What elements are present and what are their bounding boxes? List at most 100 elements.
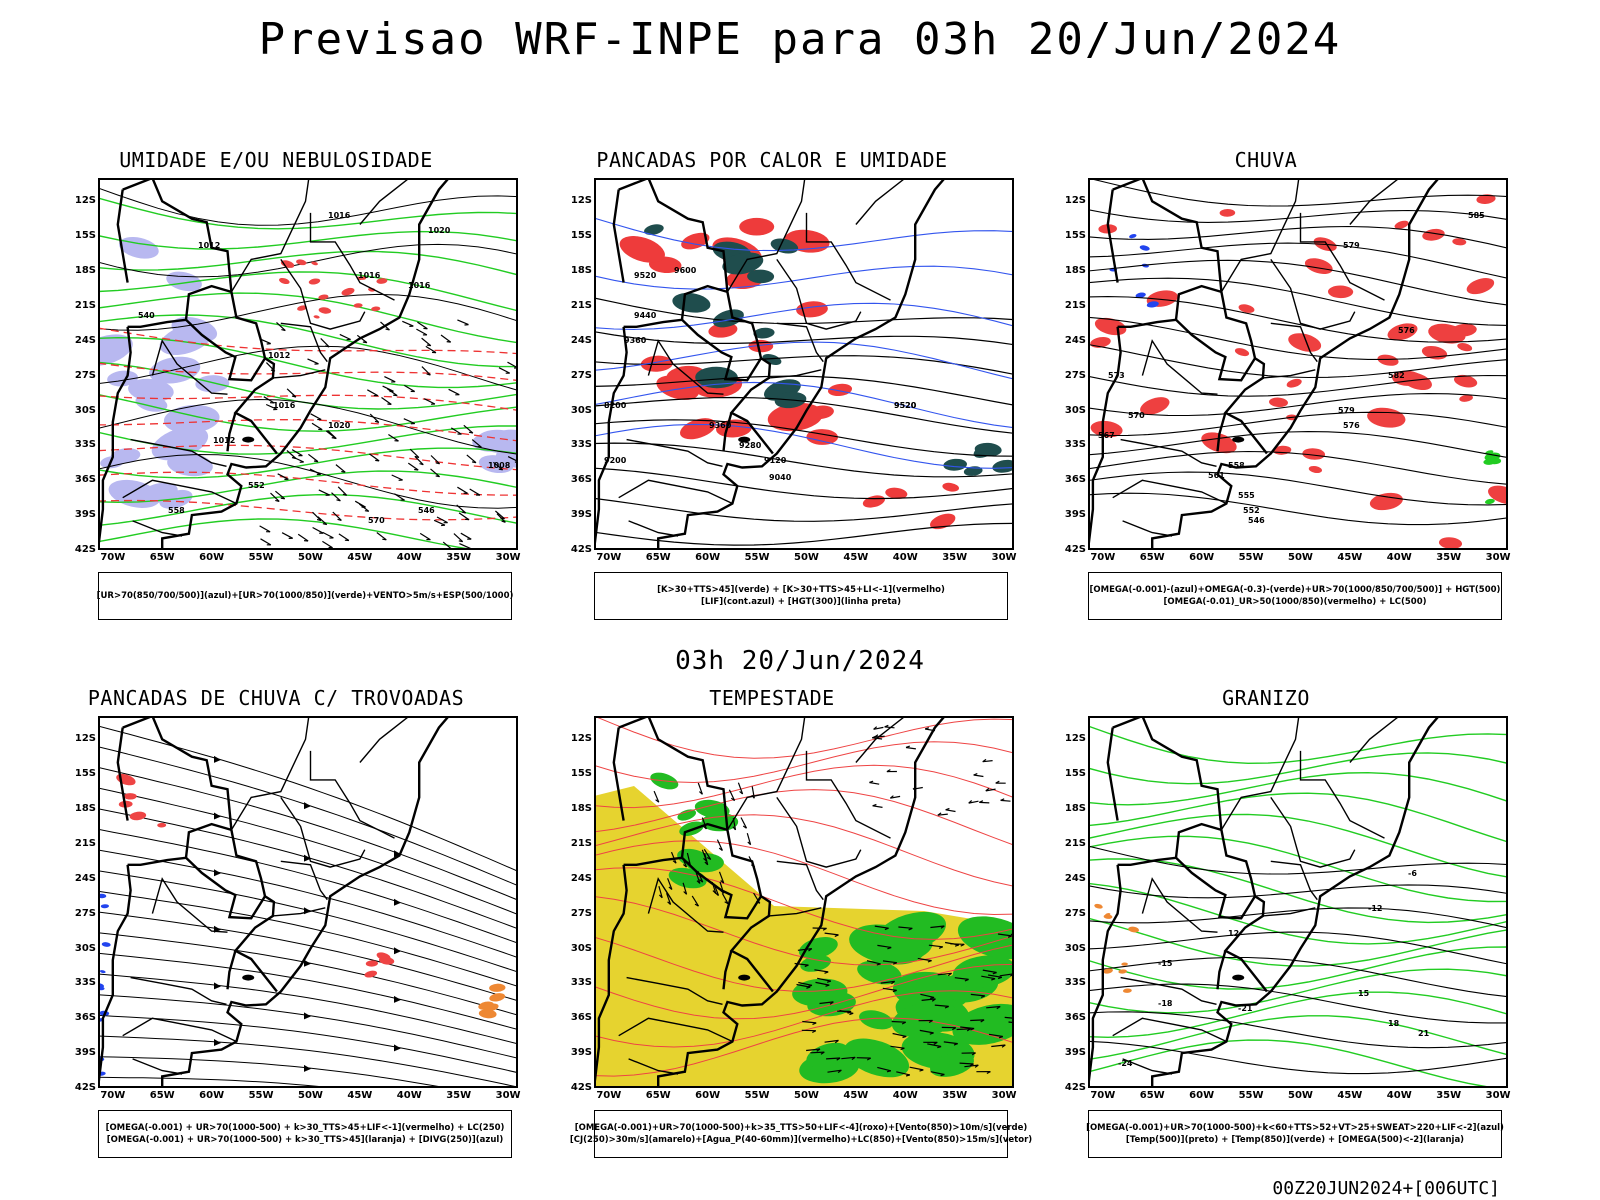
wind-vector-head: [886, 769, 891, 773]
longitude-tick-label: 50W: [1287, 1090, 1313, 1101]
shaded-area: [365, 960, 378, 967]
contour-line: [1088, 858, 1508, 924]
contour-label: 9360: [709, 421, 732, 430]
wind-vector-head: [364, 510, 369, 512]
contour-line: [1088, 884, 1508, 899]
wind-vector-head: [739, 790, 743, 795]
contour-label: 9520: [634, 271, 657, 280]
wind-vector-head: [826, 980, 832, 983]
wind-vector-head: [891, 980, 896, 985]
contour-line: [594, 467, 1014, 500]
wind-vector: [417, 321, 428, 330]
panel-pancadas-calor: PANCADAS POR CALOR E UMIDADE 12S 15S 18S 21S…: [552, 148, 1017, 638]
wind-vector-head: [884, 724, 889, 728]
latitude-tick-label: 12S: [74, 195, 96, 207]
wind-vector: [718, 871, 725, 884]
latitude-tick-label: 24S: [570, 872, 592, 884]
country-border: [594, 326, 628, 550]
shaded-area: [672, 292, 711, 313]
wind-vector: [930, 1071, 945, 1076]
country-border: [612, 189, 625, 283]
wind-vector-head: [435, 462, 440, 465]
contour-label: 1016: [328, 211, 351, 220]
wind-vector-head: [968, 800, 973, 804]
contour-label: 9040: [769, 473, 792, 482]
contour-label: 555: [1238, 491, 1255, 500]
latitude-tick-label: 15S: [74, 230, 96, 242]
wind-vector-head: [900, 1047, 905, 1051]
wind-vector: [798, 981, 813, 986]
contour-line: [594, 423, 1014, 469]
latitude-tick-label: 12S: [570, 195, 592, 207]
wind-vector: [407, 462, 419, 471]
contour-line: [1088, 296, 1508, 343]
shaded-area: [844, 1038, 910, 1078]
longitude-tick-label: 55W: [744, 1090, 770, 1101]
country-border: [1117, 856, 1177, 866]
latitude-tick-label: 33S: [570, 977, 592, 989]
shaded-area: [1438, 537, 1463, 549]
wind-vector: [416, 328, 428, 336]
longitude-tick-label: 55W: [248, 1090, 274, 1101]
shaded-area: [1135, 292, 1146, 298]
state-border: [1299, 212, 1385, 301]
contour-line: [98, 419, 518, 442]
wind-vector-head: [667, 901, 672, 905]
longitude-tick-label: 65W: [149, 552, 175, 563]
latitude-tick-label: 15S: [74, 768, 96, 780]
shaded-area: [1128, 926, 1140, 933]
latitude-tick-label: 21S: [1064, 837, 1086, 849]
wind-vector: [388, 433, 399, 442]
wind-vector-head: [971, 1052, 976, 1056]
country-border: [1174, 284, 1222, 320]
state-border: [1122, 1058, 1173, 1075]
wind-vector-head: [992, 971, 997, 975]
state-border: [628, 520, 679, 537]
wind-vector-head: [937, 812, 942, 816]
wind-vector: [920, 993, 935, 998]
wind-vector: [276, 321, 286, 332]
contour-label: 9520: [894, 401, 917, 410]
wind-vector-head: [944, 1005, 949, 1009]
country-border: [98, 326, 132, 550]
wind-vector-head: [385, 328, 390, 331]
latitude-tick-label: 30S: [570, 404, 592, 416]
contour-label: 570: [1128, 411, 1145, 420]
wind-vector-head: [876, 963, 881, 966]
wind-vector: [959, 1062, 974, 1065]
state-border: [626, 438, 723, 467]
wind-vector: [737, 782, 744, 795]
contour-label: 585: [1468, 211, 1485, 220]
shaded-area: [476, 429, 518, 454]
wind-vector: [810, 1051, 825, 1054]
contour-line: [98, 393, 518, 432]
wind-vector-head: [342, 493, 347, 496]
panel-legend: [OMEGA(-0.001)+UR>70(1000-500)+k<60+TTS>…: [1086, 1110, 1504, 1158]
contour-line: [594, 381, 1014, 429]
wind-vector: [985, 788, 996, 792]
shaded-area: [1118, 969, 1127, 974]
shaded-area: [1234, 348, 1250, 357]
wind-vector: [403, 418, 416, 425]
streamline: [98, 1076, 339, 1088]
wind-vector-head: [742, 825, 747, 829]
longitude-tick-label: 35W: [942, 552, 968, 563]
wind-vector-head: [275, 499, 280, 502]
wind-vector: [425, 345, 437, 354]
wind-vector: [988, 1033, 1003, 1038]
state-border: [855, 716, 907, 763]
streamline-arrow: [214, 982, 221, 990]
legend-line: [OMEGA(-0.001)-(azul)+OMEGA(-0.3)-(verde…: [1089, 585, 1501, 595]
contour-line: [98, 499, 518, 521]
contour-label: 1016: [408, 281, 431, 290]
wind-vector: [898, 926, 913, 929]
state-border: [130, 438, 227, 467]
state-border: [280, 797, 366, 868]
wind-vector: [721, 893, 729, 905]
contour-label: 561: [1208, 471, 1225, 480]
contour-label: -24: [1118, 1059, 1133, 1068]
wind-vector: [458, 512, 470, 521]
wind-vector: [1004, 1016, 1014, 1019]
streamline-arrow: [304, 802, 311, 810]
coastline: [1151, 716, 1441, 1088]
